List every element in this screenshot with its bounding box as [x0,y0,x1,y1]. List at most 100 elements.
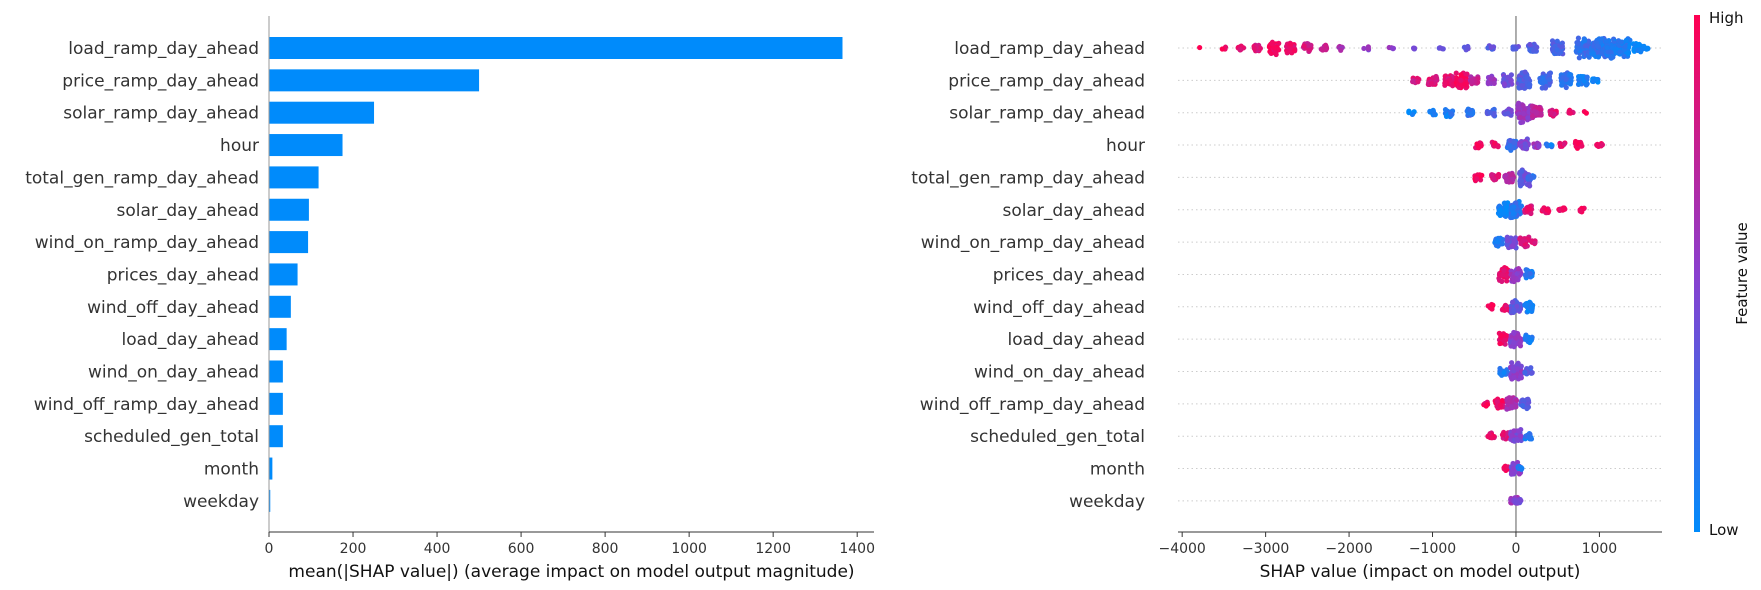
shap-point [1518,363,1524,369]
shap-point [1511,239,1517,245]
shap-point [1526,81,1533,87]
shap-point [1271,45,1277,51]
shap-point [1583,110,1589,116]
shap-point [1524,405,1530,411]
shap-point [1604,45,1610,51]
shap-point [1524,75,1530,81]
shap-point [1536,143,1542,150]
shap-point [1579,143,1585,149]
bar [269,328,287,351]
shap-point [1491,110,1497,117]
shap-point [1617,49,1623,55]
shap-point [1501,268,1507,274]
bar-feature-label: wind_off_ramp_day_ahead [34,395,259,415]
shap-point [1508,471,1515,477]
shap-point [1508,77,1514,84]
shap-point [1560,207,1566,213]
shap-point [1501,369,1507,376]
beeswarm-feature-label: wind_off_day_ahead [973,298,1145,318]
bar-x-tick-label: 600 [508,541,535,557]
shap-point [1410,77,1416,84]
bar-feature-label: prices_day_ahead [107,265,259,285]
shap-point [1269,41,1275,47]
shap-point [1511,374,1517,380]
shap-point [1546,208,1552,214]
shap-point [1590,51,1597,57]
shap-point [1527,41,1533,48]
shap-point [1518,464,1524,471]
shap-point [1561,141,1567,147]
beeswarm-x-tick-label: −2000 [1325,541,1372,557]
shap-point [1301,43,1307,49]
shap-point [1599,142,1606,148]
shap-point [1517,114,1524,120]
beeswarm-chart: load_ramp_day_ahead price_ramp_day_aheads… [911,16,1662,582]
bar-marks [269,37,843,512]
beeswarm-x-ticks: −4000 −3000 −2000 −1000 0 1000 [1158,532,1617,557]
shap-point [1479,172,1485,178]
bar [269,263,298,286]
bar-feature-label: load_ramp_day_ahead [68,39,259,59]
shap-point [1527,183,1533,189]
shap-point [1499,278,1505,284]
bar [269,134,343,157]
shap-point [1593,76,1599,83]
beeswarm-x-tick-label: −3000 [1242,541,1289,557]
shap-point [1522,69,1528,75]
shap-point [1516,471,1522,477]
shap-point [1518,178,1525,184]
shap-point [1572,138,1579,145]
shap-point [1513,397,1520,404]
shap-point [1442,80,1448,86]
shap-point [1467,111,1473,117]
shap-point [1497,207,1504,213]
beeswarm-feature-label: scheduled_gen_total [970,427,1145,447]
shap-point [1504,406,1510,412]
shap-point [1437,45,1443,51]
shap-point [1503,273,1510,279]
shap-point [1522,369,1528,376]
shap-point [1509,360,1515,366]
shap-point [1546,71,1552,77]
bar-x-tick-label: 1400 [839,541,875,557]
shap-point [1520,103,1526,109]
bar-x-tick-label: 0 [265,541,274,557]
shap-point [1320,47,1326,53]
bar-x-tick-label: 800 [592,541,619,557]
bar [269,198,309,221]
bar [269,489,271,512]
shap-point [1554,47,1560,53]
shap-point [1502,337,1508,343]
shap-point [1276,47,1282,53]
shap-point [1516,77,1523,83]
bar-chart: load_ramp_day_ahead price_ramp_day_aheads… [25,16,875,582]
shap-point [1554,38,1560,44]
colorbar-low-label: Low [1709,521,1739,539]
shap-point [1510,210,1516,217]
bar [269,457,273,480]
shap-point [1288,41,1294,47]
beeswarm-feature-label: weekday [1069,492,1145,512]
bar-feature-label: wind_off_day_ahead [87,298,259,318]
shap-point [1501,200,1507,206]
shap-point [1523,267,1529,273]
shap-point [1631,47,1637,53]
shap-point [1526,434,1532,440]
shap-point [1453,70,1459,76]
colorbar-high-label: High [1709,9,1743,27]
shap-point [1537,112,1544,118]
bar [269,166,319,189]
colorbar-gradient [1694,15,1700,532]
shap-point [1603,38,1610,44]
shap-point [1511,428,1517,434]
shap-point [1338,47,1344,53]
shap-point [1532,240,1538,246]
shap-point [1514,366,1521,372]
shap-point [1512,235,1519,241]
bar [269,101,375,124]
shap-point [1520,238,1526,244]
shap-point [1491,106,1497,112]
beeswarm-row-gridlines [1178,47,1662,502]
shap-point [1497,340,1503,347]
